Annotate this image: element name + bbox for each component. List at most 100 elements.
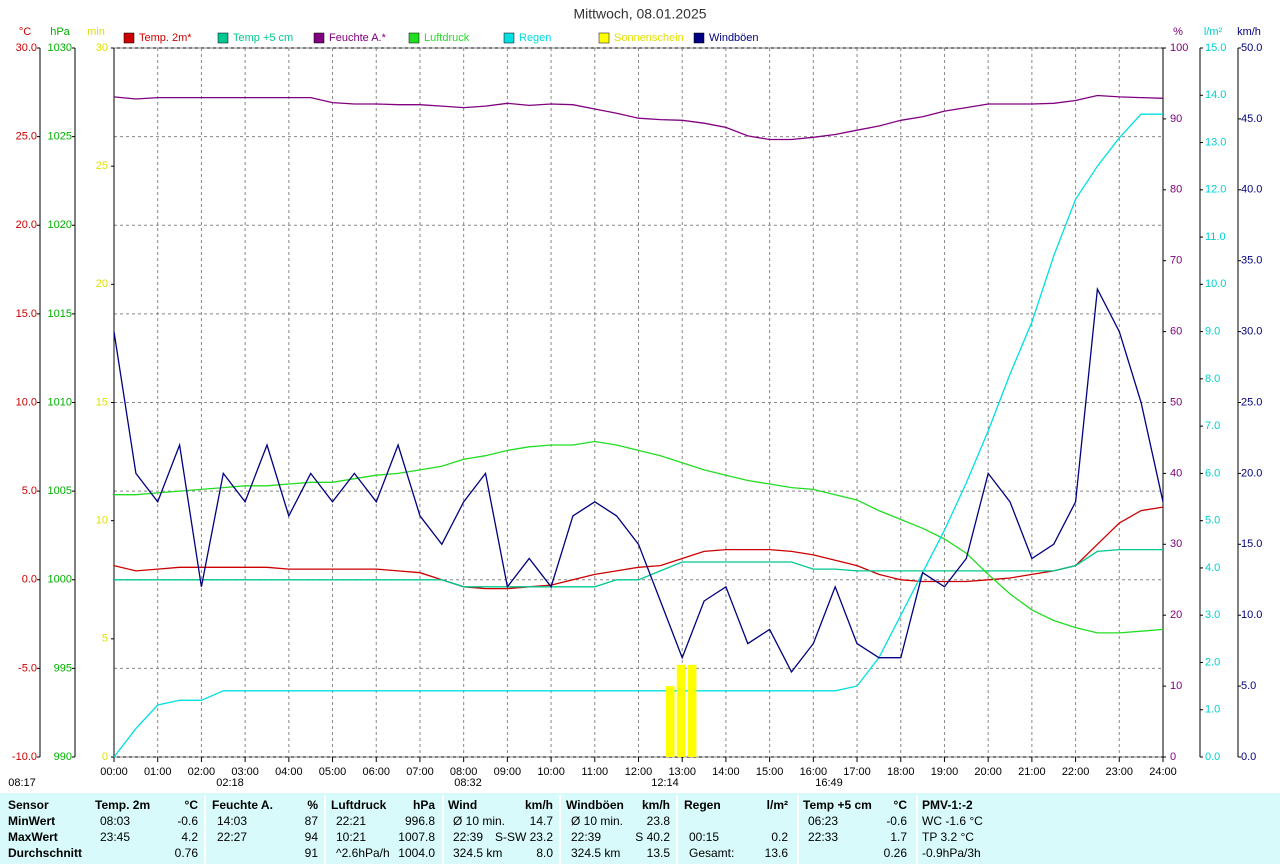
table-cell: 4.2	[181, 830, 198, 844]
y-tick-label: 70	[1170, 255, 1182, 267]
y-tick-label: 30.0	[1241, 326, 1262, 338]
y-tick-label: -5.0	[18, 662, 37, 674]
x-tick-label: 09:00	[494, 766, 522, 778]
y-tick-label: 12.0	[1205, 184, 1226, 196]
table-cell: 0.2	[771, 830, 788, 844]
table-cell: 8.0	[536, 846, 553, 860]
series-line	[114, 548, 1163, 588]
x-tick-label: 08:00	[450, 766, 478, 778]
table-cell: S-SW 23.2	[495, 830, 553, 844]
y-tick-label: 1025	[48, 131, 72, 143]
table-unit: hPa	[413, 798, 435, 812]
table-cell: -0.6	[177, 814, 198, 828]
series-line	[113, 94, 1164, 141]
stats-table: Sensor Temp. 2m °C Feuchte A.% Luftdruck hPa W…	[0, 793, 1280, 864]
row-label: MinWert	[8, 814, 55, 828]
table-cell: Ø 10 min.	[571, 814, 623, 828]
y-tick-label: 10	[1170, 680, 1182, 692]
table-unit: °C	[894, 798, 908, 812]
row-label: MaxWert	[8, 830, 58, 844]
x-tick-label: 22:00	[1062, 766, 1090, 778]
x-tick-label: 13:00	[668, 766, 696, 778]
table-header: Feuchte A.	[212, 798, 273, 812]
y-tick-label: 7.0	[1205, 420, 1220, 432]
y-tick-label: 5.0	[22, 485, 37, 497]
table-cell: 22:21	[336, 814, 366, 828]
x-tick-label: 06:00	[362, 766, 390, 778]
table-cell: 0.76	[175, 846, 199, 860]
legend-swatch	[123, 32, 135, 44]
y-tick-label: 1015	[48, 308, 72, 320]
y-tick-label: 14.0	[1205, 89, 1226, 101]
chart-title: Mittwoch, 08.01.2025	[573, 6, 706, 22]
table-background	[0, 793, 1280, 864]
y-tick-label: 15.0	[1241, 538, 1262, 550]
axis-label: km/h	[1237, 26, 1261, 38]
table-cell: 06:23	[808, 814, 838, 828]
table-cell: TP 3.2 °C	[922, 830, 974, 844]
x-tick-label: 18:00	[887, 766, 915, 778]
x-tick-label: 19:00	[931, 766, 959, 778]
y-tick-label: 25.0	[16, 131, 37, 143]
table-cell: 324.5 km	[571, 846, 620, 860]
y-tick-label: 10.0	[1205, 278, 1226, 290]
legend-label: Feuchte A.*	[329, 32, 387, 44]
x-tick-label: 20:00	[974, 766, 1002, 778]
y-tick-label: 40.0	[1241, 184, 1262, 196]
y-tick-label: -10.0	[12, 751, 37, 763]
sun-annotation: 12:14	[651, 777, 679, 789]
x-tick-label: 05:00	[319, 766, 347, 778]
y-tick-label: 15.0	[1205, 42, 1226, 54]
table-cell: 996.8	[405, 814, 435, 828]
legend-label: Regen	[519, 32, 551, 44]
y-tick-label: 5.0	[1205, 515, 1220, 527]
x-tick-label: 12:00	[625, 766, 653, 778]
x-tick-label: 01:00	[144, 766, 172, 778]
table-cell: 00:15	[689, 830, 719, 844]
sunshine-bar	[665, 686, 675, 757]
table-cell: 94	[305, 830, 319, 844]
y-tick-label: 20.0	[1241, 467, 1262, 479]
table-cell: 1.7	[890, 830, 907, 844]
axis-label: %	[1173, 26, 1183, 38]
table-cell: 22:39	[453, 830, 483, 844]
table-cell: 22:33	[808, 830, 838, 844]
y-tick-label: 90	[1170, 113, 1182, 125]
sun-annotation: 08:17	[8, 777, 36, 789]
x-tick-label: 07:00	[406, 766, 434, 778]
y-tick-label: 30.0	[16, 42, 37, 54]
y-tick-label: 45.0	[1241, 113, 1262, 125]
table-header: PMV-1:-2	[922, 798, 973, 812]
series-line	[113, 286, 1164, 674]
series-line	[114, 440, 1164, 634]
y-tick-label: 1030	[48, 42, 72, 54]
legend-label: Temp +5 cm	[233, 32, 293, 44]
x-tick-label: 21:00	[1018, 766, 1046, 778]
legend-swatch	[313, 32, 325, 44]
y-tick-label: 25	[96, 160, 108, 172]
x-tick-label: 10:00	[537, 766, 565, 778]
y-tick-label: 13.0	[1205, 136, 1226, 148]
y-tick-label: 1020	[48, 219, 72, 231]
y-tick-label: 30	[1170, 538, 1182, 550]
y-tick-label: 8.0	[1205, 373, 1220, 385]
table-cell: 23:45	[100, 830, 130, 844]
y-tick-label: 25.0	[1241, 396, 1262, 408]
y-tick-label: 9.0	[1205, 326, 1220, 338]
y-tick-label: 50.0	[1241, 42, 1262, 54]
table-unit: %	[307, 798, 318, 812]
table-cell: 13.5	[647, 846, 671, 860]
x-tick-label: 11:00	[581, 766, 608, 778]
table-cell: 0.26	[884, 846, 908, 860]
y-tick-label: 30	[96, 42, 108, 54]
table-header: Sensor	[8, 798, 49, 812]
table-cell: 91	[305, 846, 319, 860]
table-unit: °C	[185, 798, 199, 812]
y-tick-label: 990	[54, 751, 72, 763]
axis-label: °C	[19, 26, 31, 38]
x-tick-label: 24:00	[1149, 766, 1177, 778]
y-tick-label: 0	[102, 751, 108, 763]
x-tick-label: 17:00	[843, 766, 871, 778]
axis-label: min	[87, 26, 105, 38]
y-tick-label: 50	[1170, 396, 1182, 408]
